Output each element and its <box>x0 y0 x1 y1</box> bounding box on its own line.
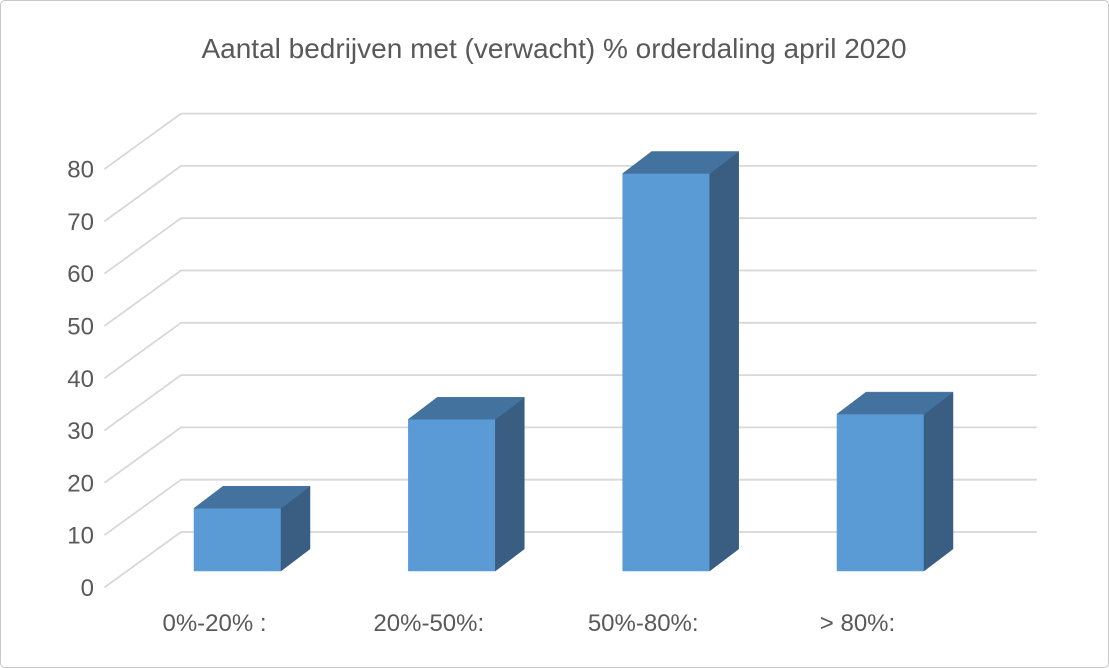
bar <box>407 396 526 572</box>
gridline <box>104 478 1037 536</box>
y-tick-label: 80 <box>67 157 94 184</box>
bar <box>621 150 740 572</box>
x-category-label: 0%-20% : <box>162 610 266 637</box>
y-tick-label: 30 <box>67 418 94 445</box>
bar-top-face <box>621 151 740 174</box>
y-axis-tick-labels: 0 10 20 30 40 50 60 70 80 <box>67 157 94 602</box>
bar-series <box>193 150 954 572</box>
y-tick-label: 60 <box>67 261 94 288</box>
bar-top-face <box>193 485 311 509</box>
gridlines <box>104 112 1037 588</box>
y-tick-label: 20 <box>67 470 94 497</box>
bar-side-face <box>709 150 739 572</box>
gridline <box>104 531 1037 588</box>
gridline <box>104 164 1037 222</box>
bar-side-face <box>923 391 954 572</box>
gridline <box>104 321 1037 379</box>
x-category-label: > 80%: <box>820 610 895 637</box>
y-tick-label: 10 <box>67 523 94 550</box>
x-category-label: 20%-50%: <box>373 610 484 637</box>
x-category-label: 50%-80%: <box>588 610 699 637</box>
gridline <box>104 269 1037 327</box>
bar-front-face <box>622 173 710 572</box>
y-tick-label: 70 <box>67 209 94 236</box>
bar-front-face <box>408 419 496 572</box>
bar <box>836 391 954 572</box>
bar-top-face <box>407 397 526 420</box>
gridline <box>104 374 1037 432</box>
gridline <box>104 426 1037 484</box>
y-tick-label: 50 <box>67 314 94 341</box>
gridline <box>104 112 1037 170</box>
bar <box>193 485 311 572</box>
bar-front-face <box>836 413 925 572</box>
gridline <box>104 217 1037 275</box>
bar-front-face <box>193 507 282 572</box>
chart-title: Aantal bedrijven met (verwacht) % orderd… <box>201 33 906 64</box>
y-tick-label: 40 <box>67 366 94 393</box>
bar-top-face <box>836 391 954 415</box>
y-tick-label: 0 <box>81 575 94 602</box>
bar-side-face <box>495 396 525 572</box>
x-axis-category-labels: 0%-20% : 20%-50%: 50%-80%: > 80%: <box>162 610 895 637</box>
